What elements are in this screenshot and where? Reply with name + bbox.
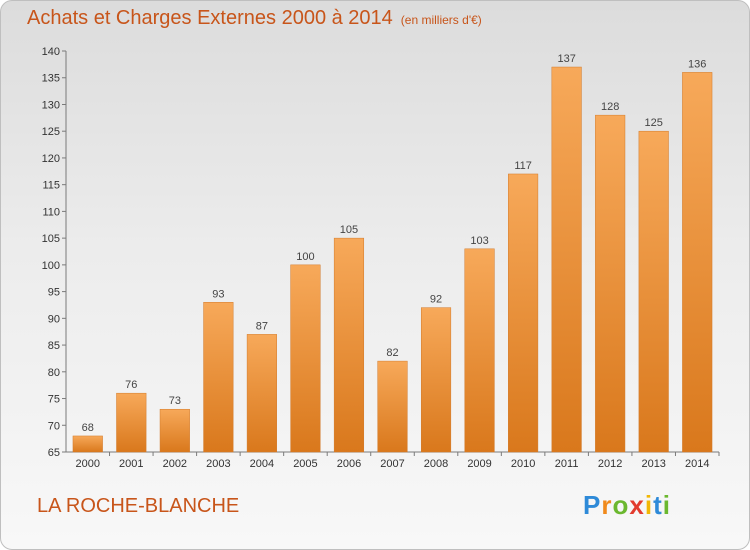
y-tick-label: 140 [42, 46, 60, 58]
chart-title: Achats et Charges Externes 2000 à 2014 (e… [27, 7, 482, 30]
data-label-2007: 82 [386, 347, 398, 359]
y-tick-label: 90 [48, 313, 60, 325]
brand-letter: o [612, 490, 630, 520]
y-tick-label: 95 [48, 287, 60, 299]
bar-2008 [420, 307, 452, 453]
x-tick-label-2014: 2014 [685, 458, 709, 470]
bar-2010 [508, 173, 539, 453]
bar-2006 [333, 237, 365, 453]
y-tick-label: 100 [42, 260, 60, 272]
data-label-2011: 137 [557, 53, 575, 65]
y-tick-label: 105 [42, 233, 60, 245]
data-label-2006: 105 [340, 224, 358, 236]
data-label-2000: 68 [82, 422, 94, 434]
x-tick-label-2005: 2005 [293, 458, 317, 470]
bar-2000 [72, 435, 103, 453]
brand-letter: P [583, 490, 602, 520]
data-label-2014: 136 [688, 58, 706, 70]
y-tick-label: 125 [42, 126, 60, 138]
x-tick-label-2000: 2000 [76, 458, 100, 470]
y-tick-label: 65 [48, 447, 60, 459]
x-tick-label-2003: 2003 [206, 458, 230, 470]
y-tick-label: 120 [42, 153, 60, 165]
brand-letter: x [629, 490, 645, 520]
bar-2013 [638, 130, 669, 453]
bar-2004 [246, 334, 277, 453]
bar-2002 [159, 408, 190, 453]
place-name: LA ROCHE-BLANCHE [37, 495, 240, 517]
data-label-2005: 100 [296, 251, 314, 263]
data-label-2004: 87 [256, 320, 268, 332]
y-tick-label: 110 [42, 206, 60, 218]
y-tick-label: 130 [42, 99, 60, 111]
x-tick-label-2010: 2010 [511, 458, 535, 470]
chart-bars [72, 66, 713, 453]
data-label-2013: 125 [645, 117, 663, 129]
x-tick-label-2002: 2002 [163, 458, 187, 470]
data-label-2009: 103 [470, 235, 488, 247]
y-tick-label: 85 [48, 340, 60, 352]
y-tick-label: 115 [42, 180, 60, 192]
brand-letter: r [601, 490, 613, 520]
data-label-2008: 92 [430, 294, 442, 306]
y-tick-label: 75 [48, 394, 60, 406]
chart-title-main: Achats et Charges Externes 2000 à 2014 [27, 7, 393, 29]
bar-2001 [116, 392, 147, 453]
data-label-2012: 128 [601, 101, 619, 113]
x-tick-label-2013: 2013 [641, 458, 665, 470]
x-tick-label-2007: 2007 [380, 458, 404, 470]
x-tick-label-2012: 2012 [598, 458, 622, 470]
bar-2007 [377, 360, 408, 453]
data-label-2001: 76 [125, 379, 137, 391]
bar-2003 [203, 302, 234, 453]
brand-letter: i [662, 490, 671, 520]
bar-2012 [595, 114, 626, 453]
bar-2014 [682, 72, 713, 453]
data-label-2003: 93 [212, 288, 224, 300]
y-tick-label: 70 [48, 420, 60, 432]
y-tick-label: 135 [42, 73, 60, 85]
x-tick-label-2011: 2011 [555, 458, 579, 470]
chart-unit-note: (en milliers d'€) [400, 13, 482, 27]
x-tick-label-2001: 2001 [119, 458, 143, 470]
x-tick-label-2009: 2009 [467, 458, 491, 470]
x-tick-label-2006: 2006 [337, 458, 361, 470]
y-tick-label: 80 [48, 367, 60, 379]
brand-logo: Proxiti [583, 490, 671, 521]
chart-data-labels: 68 76 73 93 87 100 105 82 92 103 117 137 128 125 136 [82, 53, 707, 434]
brand-letter: t [653, 490, 663, 520]
data-label-2002: 73 [169, 395, 181, 407]
bar-2011 [551, 66, 582, 453]
bar-2005 [290, 264, 321, 453]
bar-2009 [464, 248, 495, 453]
x-tick-label-2004: 2004 [250, 458, 274, 470]
brand-letter: i [644, 490, 654, 520]
x-tick-label-2008: 2008 [424, 458, 448, 470]
data-label-2010: 117 [514, 160, 532, 172]
